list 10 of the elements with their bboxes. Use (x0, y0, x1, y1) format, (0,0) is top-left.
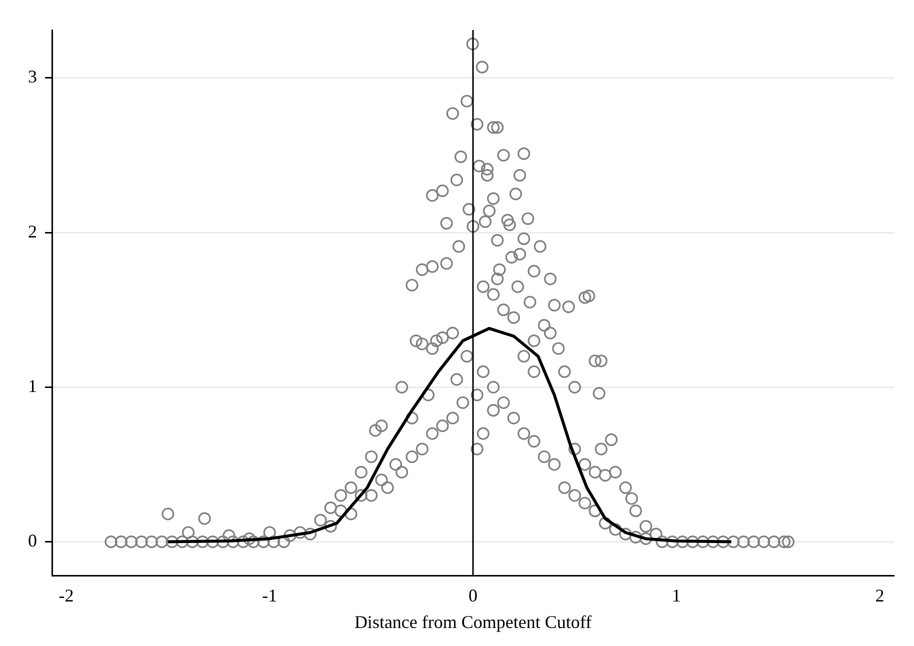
x-tick-label: -2 (58, 585, 74, 606)
y-tick-label: 2 (28, 221, 37, 242)
y-tick-label: 3 (28, 66, 37, 87)
x-tick-label: 0 (468, 585, 478, 606)
y-tick-label: 1 (28, 376, 37, 396)
y-tick-label: 0 (28, 530, 37, 551)
x-tick-label: -1 (262, 585, 278, 606)
x-axis-title: Distance from Competent Cutoff (354, 612, 592, 632)
x-tick-label: 2 (875, 585, 884, 606)
x-tick-label: 1 (672, 585, 681, 606)
